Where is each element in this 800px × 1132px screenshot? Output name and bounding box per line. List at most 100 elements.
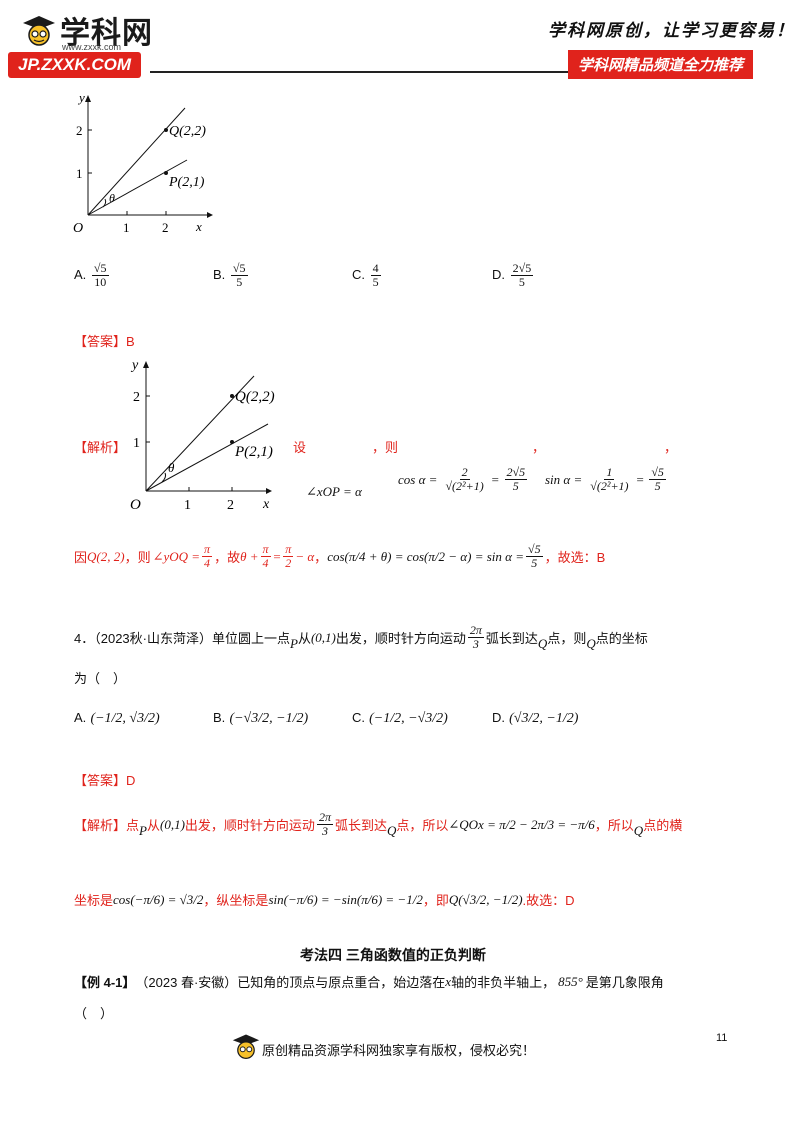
fig2-tick-x1: 1 bbox=[184, 498, 191, 512]
q4-stem1: 4．（2023秋·山东菏泽）单位圆上一点 bbox=[74, 631, 290, 647]
sin-label: sin α = bbox=[545, 471, 583, 487]
q3-option-b[interactable]: B. √5 5 bbox=[213, 261, 250, 289]
line2-pi-b: π bbox=[260, 542, 271, 558]
q4-stem4: 弧长到达 bbox=[485, 631, 538, 647]
figure-1: y x O 1 2 1 2 Q(2,2) P(2,1) θ bbox=[65, 90, 235, 240]
channel-banner[interactable]: 学科网精品频道全力推荐 bbox=[568, 50, 754, 79]
q4-a4: 弧长到达 bbox=[334, 818, 387, 834]
q4-stem: 4．（2023秋·山东菏泽）单位圆上一点 P 从 (0,1) 出发，顺时针方向运… bbox=[74, 623, 648, 652]
option-text: (−1/2, −√3/2) bbox=[369, 711, 448, 726]
line2-eq: = bbox=[272, 548, 282, 564]
fig2-point-p: P(2,1) bbox=[234, 444, 273, 460]
q4-a2: 从 bbox=[146, 818, 160, 834]
fig2-tick-y2: 2 bbox=[133, 390, 140, 405]
q3-analysis-she: 设 bbox=[293, 440, 307, 455]
site-badge[interactable]: JP.ZXXK.COM bbox=[8, 52, 142, 78]
analysis-tag: 【解析】 bbox=[74, 818, 127, 834]
line2-pi2: π bbox=[283, 542, 294, 558]
q4-a-arc-num: 2π bbox=[316, 810, 333, 826]
figure-2: y x O 1 2 1 2 Q(2,2) P(2,1) θ bbox=[118, 352, 298, 513]
fig1-point-q: Q(2,2) bbox=[169, 124, 206, 139]
cos-label: cos α = bbox=[398, 471, 438, 487]
q4-a5: 点，所以 bbox=[396, 818, 449, 834]
option-letter: A. bbox=[74, 267, 87, 283]
option-den: 5 bbox=[372, 275, 379, 290]
option-den: 10 bbox=[94, 275, 107, 290]
example-tag: 【例 4-1】 bbox=[74, 975, 136, 990]
line2-result-num: √5 bbox=[525, 542, 543, 558]
q4-option-d[interactable]: D. (√3/2, −1/2) bbox=[492, 710, 578, 727]
q4-option-b[interactable]: B. (−√3/2, −1/2) bbox=[213, 710, 308, 727]
line2-q: Q(2, 2) bbox=[87, 548, 125, 564]
q4-a-start: (0,1) bbox=[160, 816, 185, 832]
option-num: 4 bbox=[370, 261, 381, 277]
fig2-origin: O bbox=[130, 497, 141, 512]
q4-b-q: Q(√3/2, −1/2) bbox=[448, 891, 523, 907]
q4-a1: 点 bbox=[126, 818, 140, 834]
option-letter: C. bbox=[352, 267, 365, 283]
option-text: (√3/2, −1/2) bbox=[509, 711, 579, 726]
cos-num2: 2√5 bbox=[504, 465, 528, 481]
example-text2: 轴的非负半轴上， bbox=[451, 975, 556, 990]
line2-b: ，则 bbox=[124, 550, 151, 566]
q3-option-a[interactable]: A. √5 10 bbox=[74, 261, 111, 290]
answer-tag: 【答案】 bbox=[74, 334, 127, 349]
q3-option-d[interactable]: D. 2√5 5 bbox=[492, 261, 535, 289]
fig2-point-q: Q(2,2) bbox=[235, 389, 275, 405]
logo-url: www.zxxk.com bbox=[62, 42, 122, 52]
fig1-origin: O bbox=[73, 221, 83, 236]
line2-cos: cos(π/4 + θ) = cos(π/2 − α) = sin α = bbox=[327, 548, 524, 564]
footer-logo-icon bbox=[232, 1032, 260, 1060]
q3-analysis-ze: ，则 bbox=[372, 440, 399, 455]
q4-option-a[interactable]: A. (−1/2, √3/2) bbox=[74, 710, 160, 727]
q4-arc-num: 2π bbox=[467, 623, 484, 639]
q3-analysis-tag: 【解析】 bbox=[74, 440, 127, 455]
q4-b1: 坐标是 bbox=[74, 893, 114, 908]
example-deg: 855° bbox=[558, 973, 583, 989]
q4-b2: ，纵坐标是 bbox=[203, 893, 269, 908]
option-letter: A. bbox=[74, 710, 87, 725]
logo-icon bbox=[22, 14, 56, 46]
line2-4: 4 bbox=[204, 556, 211, 571]
sin-eq: = bbox=[635, 471, 645, 487]
line2-comma: ， bbox=[314, 550, 328, 566]
cos-num: 2 bbox=[459, 465, 470, 481]
q4-a-p: P bbox=[139, 822, 147, 838]
q4-arc-den: 3 bbox=[472, 637, 479, 652]
q4-b4: .故选：D bbox=[522, 893, 575, 908]
fig2-y-label: y bbox=[130, 358, 139, 373]
logo-name: 学科网 bbox=[60, 17, 153, 50]
line2-theta: θ + bbox=[240, 548, 259, 564]
option-letter: D. bbox=[492, 710, 505, 725]
q4-stem-blank: 为（ ） bbox=[74, 671, 127, 686]
fig1-tick-x1: 1 bbox=[123, 220, 130, 235]
line2-minus: − α bbox=[295, 548, 315, 564]
q3-angle-def: ∠xOP = α bbox=[306, 484, 362, 499]
q3-answer: 【答案】B bbox=[74, 331, 135, 350]
q4-start: (0,1) bbox=[310, 629, 336, 645]
fig1-x-label: x bbox=[195, 219, 202, 234]
q4-analysis-line1: 【解析】 点 P 从 (0,1) 出发，顺时针方向运动 2π 3 弧长到达 Q 点… bbox=[74, 810, 682, 838]
fig2-x-label: x bbox=[262, 497, 270, 512]
sin-den: √(2²+1) bbox=[590, 479, 629, 494]
option-text: (−√3/2, −1/2) bbox=[229, 711, 309, 726]
q4-b3: ，即 bbox=[422, 893, 449, 908]
line2-pi: π bbox=[202, 542, 213, 558]
sin-den2: 5 bbox=[654, 479, 661, 494]
cos-den2: 5 bbox=[512, 479, 519, 494]
q4-option-c[interactable]: C. (−1/2, −√3/2) bbox=[352, 710, 448, 727]
option-letter: D. bbox=[492, 267, 505, 283]
q4-stem3: 出发，顺时针方向运动 bbox=[335, 631, 466, 647]
line2-result-den: 5 bbox=[531, 556, 538, 571]
option-num: 2√5 bbox=[510, 261, 534, 277]
q4-answer: 【答案】D bbox=[74, 770, 135, 789]
answer-tag: 【答案】 bbox=[74, 773, 127, 788]
line2-2: 2 bbox=[285, 556, 292, 571]
q3-sin-expr: sin α = 1 √(2²+1) = √5 5 bbox=[545, 465, 668, 494]
fig2-tick-x2: 2 bbox=[227, 498, 234, 512]
q4-a6: ，所以 bbox=[594, 818, 634, 834]
line2-angle: ∠yOQ = bbox=[152, 548, 201, 564]
option-num: √5 bbox=[230, 261, 248, 277]
